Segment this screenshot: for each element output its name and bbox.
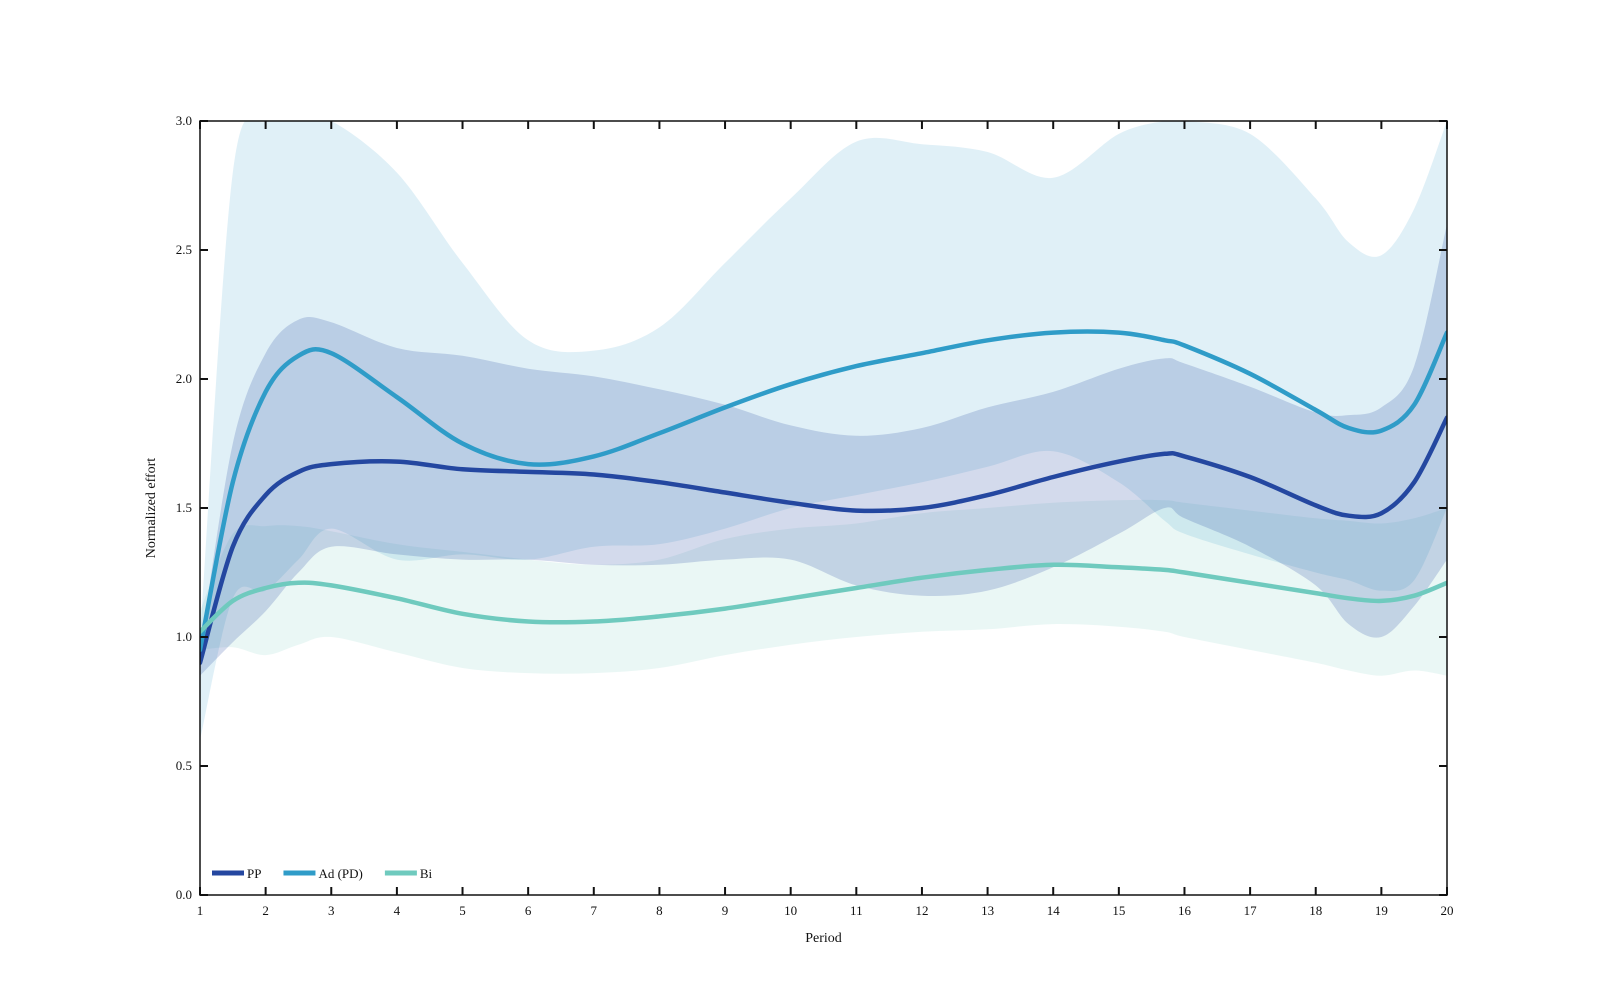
x-tick-label: 17 (1244, 903, 1258, 918)
band-bi (200, 499, 1447, 676)
x-axis-label: Period (805, 931, 842, 946)
x-tick-label: 13 (981, 903, 994, 918)
x-tick-label: 4 (394, 903, 401, 918)
y-tick-label: 2.0 (176, 371, 192, 386)
x-tick-label: 14 (1047, 903, 1061, 918)
y-tick-label: 0.0 (176, 887, 192, 902)
legend: PP Ad (PD) Bi (212, 866, 433, 881)
legend-label-pp: PP (247, 866, 261, 881)
y-tick-label: 1.0 (176, 629, 192, 644)
x-tick-label: 19 (1375, 903, 1388, 918)
y-tick-label: 3.0 (176, 113, 192, 128)
x-tick-label: 7 (591, 903, 598, 918)
series-line-ad-pd (200, 329, 1447, 653)
x-tick-label: 12 (915, 903, 928, 918)
x-tick-label: 18 (1309, 903, 1322, 918)
legend-label-bi: Bi (420, 866, 433, 881)
x-tick-label: 2 (262, 903, 269, 918)
x-tick-label: 5 (459, 903, 466, 918)
x-tick-label: 6 (525, 903, 532, 918)
axis-ticks (199, 120, 1448, 896)
x-tick-label: 11 (850, 903, 863, 918)
x-tick-label: 10 (784, 903, 797, 918)
x-tick-label: 1 (197, 903, 204, 918)
x-tick-label: 16 (1178, 903, 1192, 918)
x-tick-label: 3 (328, 903, 335, 918)
series-lines (200, 329, 1447, 666)
y-tick-label: 1.5 (176, 500, 192, 515)
x-tick-label: 15 (1112, 903, 1125, 918)
legend-label-ad-pd: Ad (PD) (318, 866, 362, 881)
y-axis-label: Normalized effort (144, 458, 159, 559)
x-tick-label: 9 (722, 903, 729, 918)
confidence-bands (200, 121, 1447, 741)
x-tick-label: 8 (656, 903, 663, 918)
axis-tick-labels: 1 2 3 4 5 6 7 8 9 10 11 12 13 14 15 16 17 18 19 200.00.51.0… (176, 113, 1454, 918)
y-tick-label: 2.5 (176, 242, 192, 257)
band-ad-pd (200, 121, 1447, 741)
band-pp (200, 224, 1447, 676)
y-tick-label: 0.5 (176, 758, 192, 773)
series-line-bi (200, 562, 1447, 635)
series-line-pp (200, 415, 1447, 666)
x-tick-label: 20 (1441, 903, 1454, 918)
